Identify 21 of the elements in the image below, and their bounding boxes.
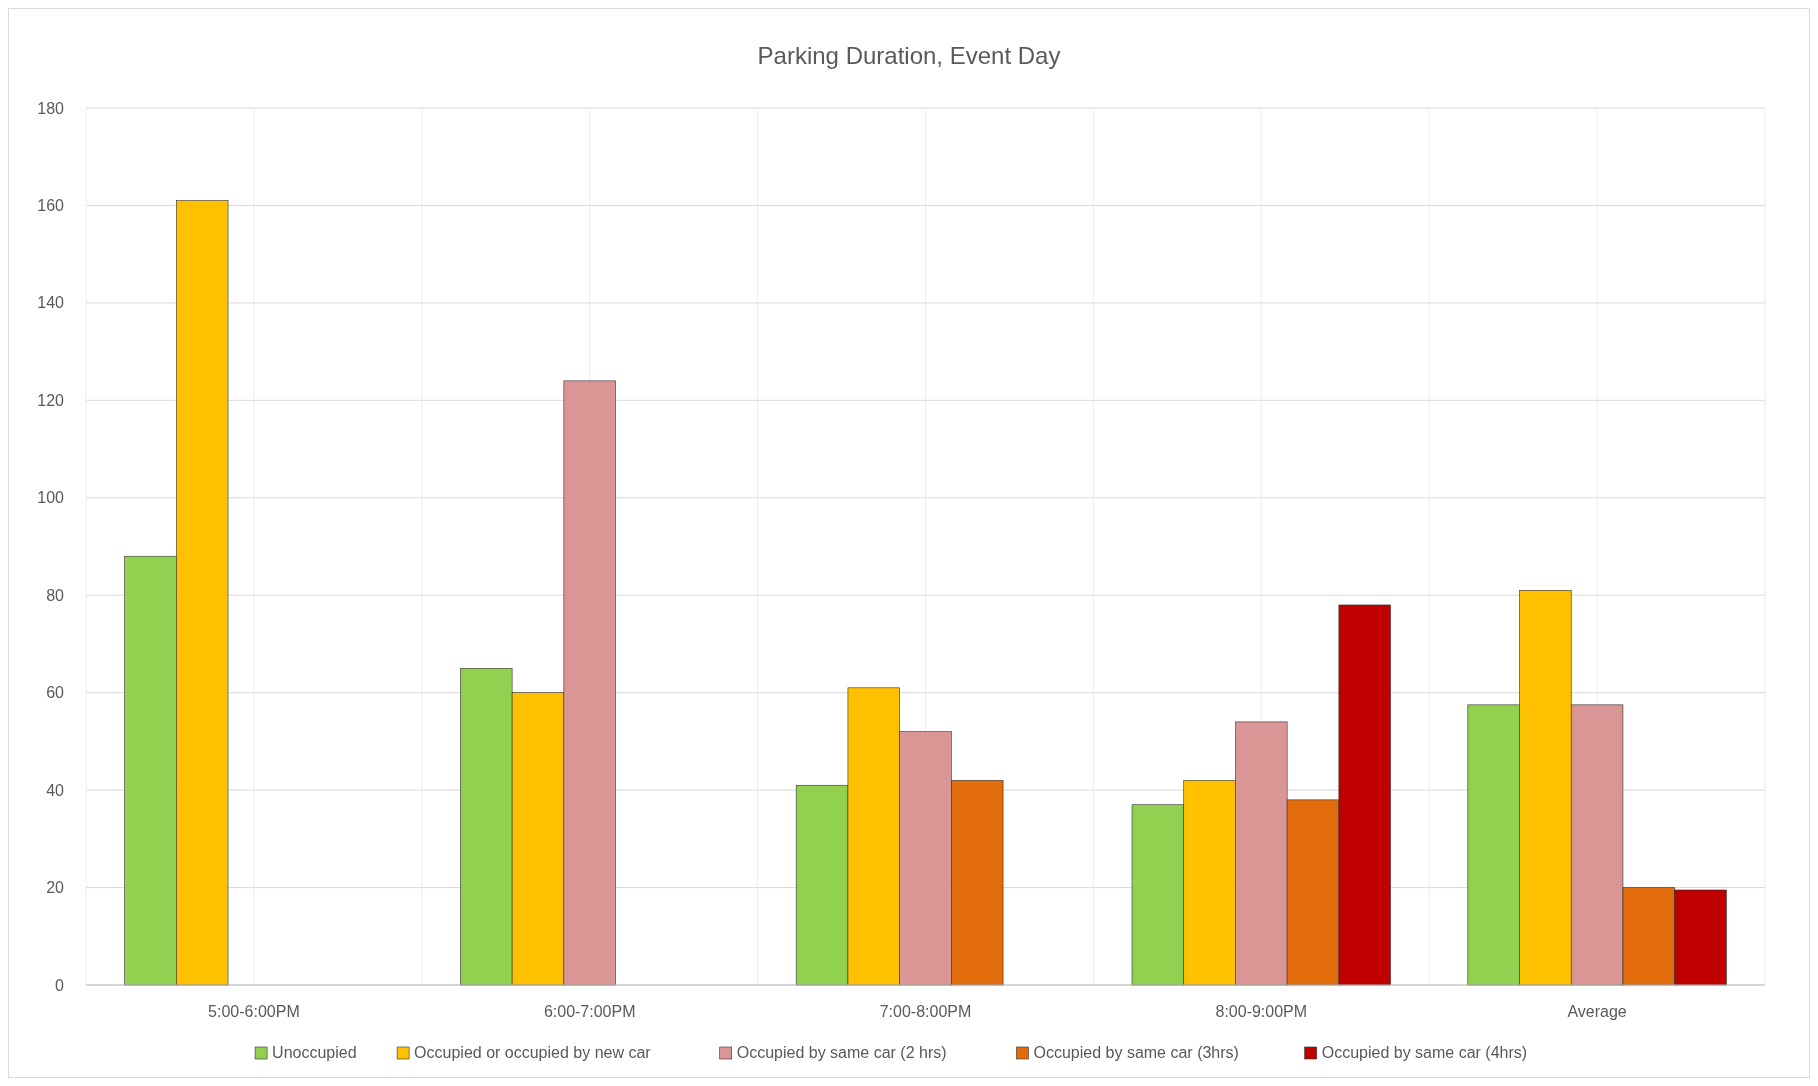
legend-label: Unoccupied [272, 1044, 357, 1061]
legend-label: Occupied by same car (3hrs) [1033, 1044, 1239, 1061]
legend-label: Occupied or occupied by new car [414, 1044, 652, 1061]
legend-label: Occupied by same car (2 hrs) [736, 1044, 947, 1061]
x-tick-label: 5:00-6:00PM [208, 1003, 300, 1020]
y-tick-label: 80 [46, 586, 65, 604]
y-tick-label: 180 [37, 99, 65, 117]
y-tick-label: 100 [37, 489, 65, 507]
y-tick-label: 120 [37, 391, 65, 409]
y-tick-label: 0 [55, 976, 65, 994]
y-tick-label: 60 [46, 684, 65, 702]
x-tick-label: Average [1567, 1003, 1627, 1020]
y-tick-label: 40 [46, 781, 65, 799]
y-tick-label: 160 [37, 197, 65, 215]
x-tick-label: 6:00-7:00PM [543, 1003, 636, 1020]
legend-label: Occupied by same car (4hrs) [1321, 1044, 1528, 1061]
x-tick-label: 8:00-9:00PM [1215, 1003, 1308, 1020]
x-tick-label: 7:00-8:00PM [879, 1003, 972, 1020]
y-tick-label: 20 [46, 879, 65, 897]
y-tick-label: 140 [37, 294, 65, 312]
chart-title: Parking Duration, Event Day [757, 42, 1061, 69]
